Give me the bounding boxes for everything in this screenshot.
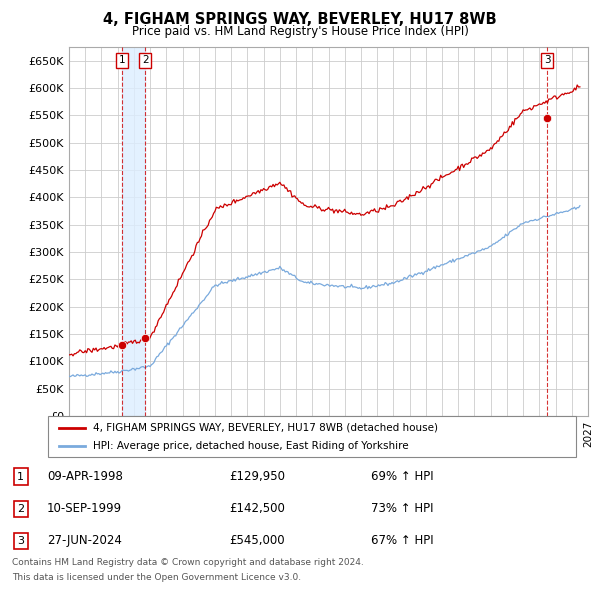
Text: £142,500: £142,500 bbox=[229, 502, 286, 515]
Text: £129,950: £129,950 bbox=[229, 470, 286, 483]
Text: 10-SEP-1999: 10-SEP-1999 bbox=[47, 502, 122, 515]
Text: 2: 2 bbox=[17, 504, 24, 514]
Text: HPI: Average price, detached house, East Riding of Yorkshire: HPI: Average price, detached house, East… bbox=[93, 441, 409, 451]
Text: 4, FIGHAM SPRINGS WAY, BEVERLEY, HU17 8WB: 4, FIGHAM SPRINGS WAY, BEVERLEY, HU17 8W… bbox=[103, 12, 497, 27]
Text: 3: 3 bbox=[544, 55, 551, 65]
Bar bbox=[122, 47, 145, 416]
Text: 73% ↑ HPI: 73% ↑ HPI bbox=[371, 502, 433, 515]
Text: 1: 1 bbox=[17, 472, 24, 481]
Text: £545,000: £545,000 bbox=[229, 535, 285, 548]
Text: 4, FIGHAM SPRINGS WAY, BEVERLEY, HU17 8WB (detached house): 4, FIGHAM SPRINGS WAY, BEVERLEY, HU17 8W… bbox=[93, 422, 438, 432]
Text: 67% ↑ HPI: 67% ↑ HPI bbox=[371, 535, 433, 548]
FancyBboxPatch shape bbox=[48, 416, 576, 457]
Text: 2: 2 bbox=[142, 55, 148, 65]
Text: 1: 1 bbox=[119, 55, 125, 65]
Text: 09-APR-1998: 09-APR-1998 bbox=[47, 470, 123, 483]
Text: 3: 3 bbox=[17, 536, 24, 546]
Text: This data is licensed under the Open Government Licence v3.0.: This data is licensed under the Open Gov… bbox=[12, 573, 301, 582]
Text: 69% ↑ HPI: 69% ↑ HPI bbox=[371, 470, 433, 483]
Text: Price paid vs. HM Land Registry's House Price Index (HPI): Price paid vs. HM Land Registry's House … bbox=[131, 25, 469, 38]
Text: Contains HM Land Registry data © Crown copyright and database right 2024.: Contains HM Land Registry data © Crown c… bbox=[12, 558, 364, 566]
Text: 27-JUN-2024: 27-JUN-2024 bbox=[47, 535, 122, 548]
